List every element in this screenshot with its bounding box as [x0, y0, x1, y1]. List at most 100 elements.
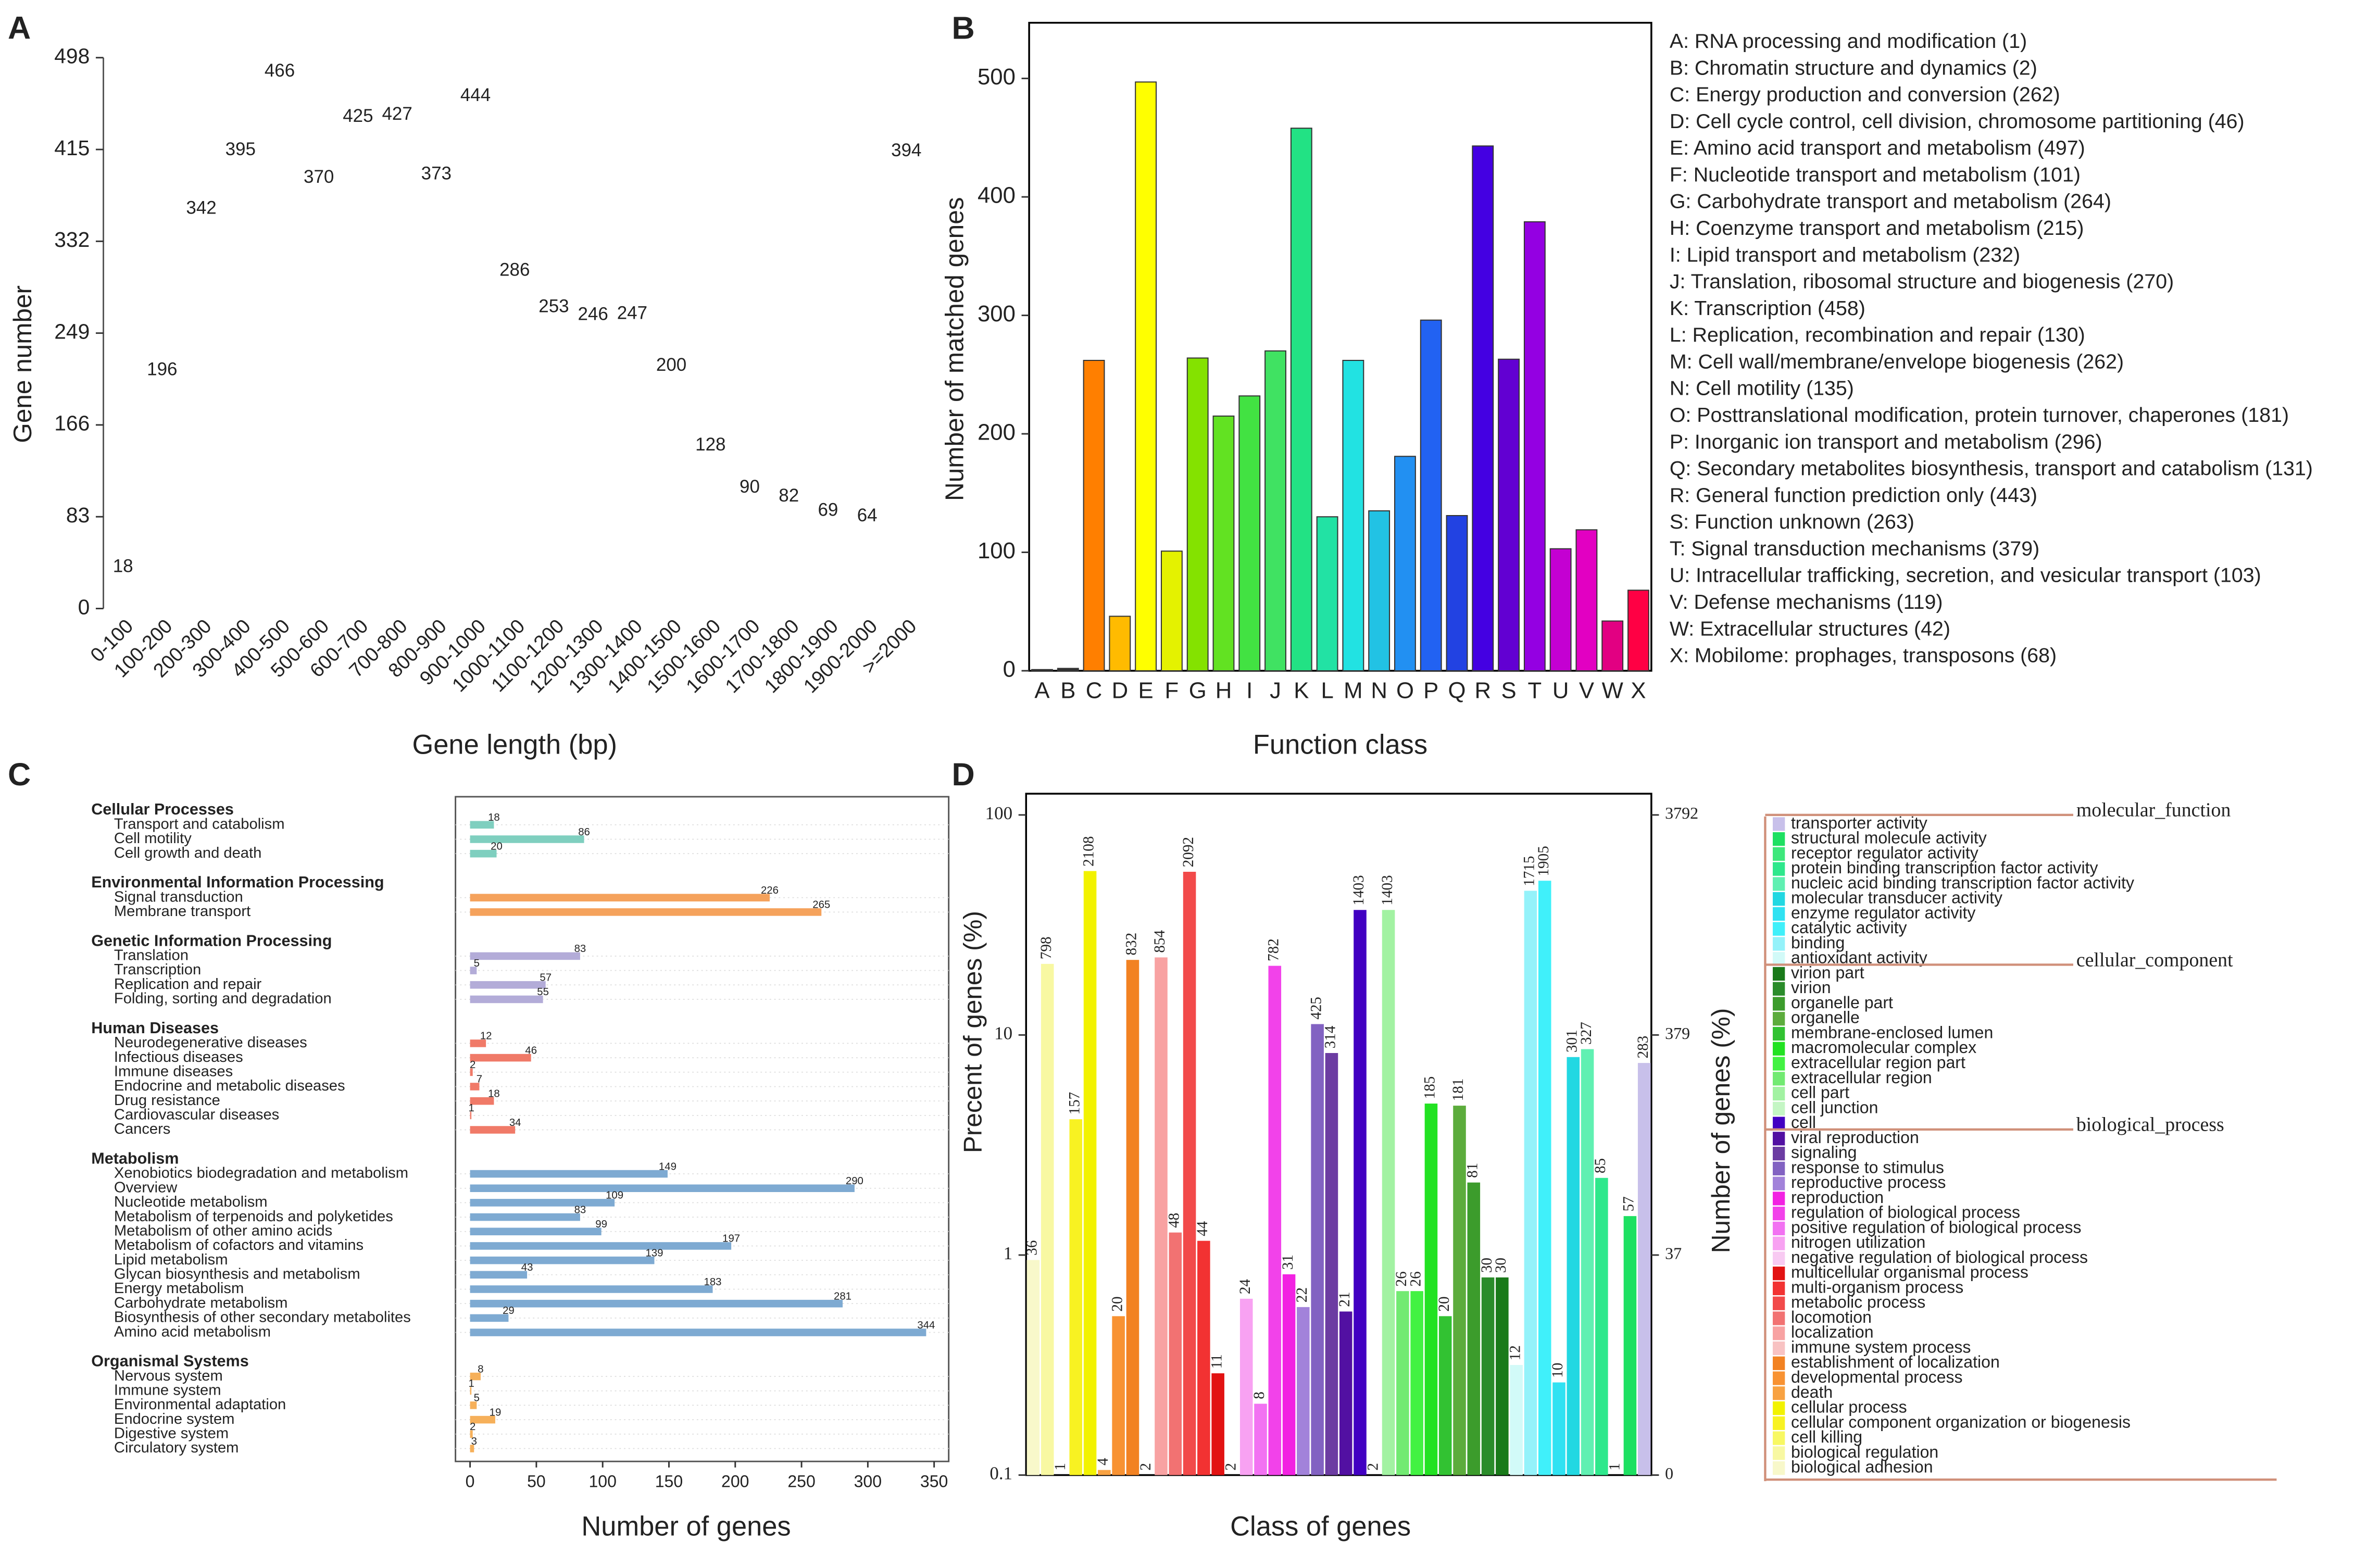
value-label: 20 — [1109, 1296, 1125, 1311]
legend-swatch — [1773, 1311, 1785, 1325]
y-tick-label: 1 — [1004, 1243, 1012, 1263]
x-tick-label: X — [1631, 678, 1646, 703]
x-tick-label: 150 — [655, 1472, 683, 1491]
y-tick-label: 498 — [54, 44, 90, 68]
value-label: 2 — [1364, 1463, 1381, 1471]
legend-swatch — [1773, 997, 1785, 1011]
x-tick-label: I — [1246, 678, 1252, 703]
category-label: Membrane transport — [114, 903, 250, 920]
value-label: 90 — [740, 477, 760, 497]
legend-swatch — [1773, 1267, 1785, 1281]
legend-entry: receptor regulator activity — [1791, 843, 1978, 862]
value-label: 1 — [468, 1102, 474, 1114]
value-label: 246 — [578, 304, 608, 324]
value-label: 8 — [478, 1363, 483, 1375]
bar — [470, 821, 494, 829]
y-tick-label: 0 — [78, 595, 90, 619]
y-tick-label: 415 — [54, 136, 90, 160]
x-tick-label: F — [1165, 678, 1179, 703]
bar — [1311, 1024, 1324, 1475]
bar — [1169, 1232, 1182, 1475]
legend-entry: molecular transducer activity — [1791, 888, 2002, 907]
legend-entry: C: Energy production and conversion (262… — [1670, 83, 2060, 106]
value-label: 69 — [818, 499, 838, 520]
legend-entry: cellular component organization or bioge… — [1791, 1412, 2131, 1431]
bar — [1496, 1277, 1509, 1475]
legend-swatch — [1773, 847, 1785, 861]
bar — [470, 1199, 615, 1207]
bar — [1212, 415, 1235, 672]
bar — [470, 1054, 531, 1062]
legend-entry: establishment of localization — [1791, 1352, 2000, 1371]
legend-swatch — [1773, 1386, 1785, 1400]
legend-entry: biological adhesion — [1791, 1458, 1933, 1476]
category-label: Infectious diseases — [114, 1049, 243, 1066]
legend-swatch — [1773, 1221, 1785, 1236]
y-tick-label: 100 — [978, 538, 1016, 563]
legend-swatch — [1773, 862, 1785, 876]
value-label: 18 — [113, 556, 133, 577]
legend-swatch — [1773, 1132, 1785, 1146]
bar — [470, 1170, 668, 1178]
legend-swatch — [1773, 1012, 1785, 1026]
panel-letter: B — [951, 10, 974, 45]
value-label: 2108 — [1081, 836, 1097, 867]
bar — [1211, 1373, 1224, 1475]
y2-tick-label: 3792 — [1665, 804, 1698, 822]
legend-group-label: molecular_function — [2076, 799, 2231, 821]
bar — [1446, 515, 1468, 672]
y-tick-label: 10 — [994, 1023, 1012, 1043]
legend-entry: biological regulation — [1791, 1443, 1938, 1461]
legend-entry: U: Intracellular trafficking, secretion,… — [1670, 564, 2261, 587]
value-label: 22 — [1294, 1287, 1310, 1302]
bar — [470, 952, 580, 960]
bar — [1126, 960, 1139, 1475]
value-label: 86 — [578, 826, 590, 838]
legend-swatch — [1773, 1042, 1785, 1056]
value-label: 2 — [470, 1059, 475, 1071]
bar — [1410, 1291, 1423, 1475]
legend-entry: O: Posttranslational modification, prote… — [1670, 404, 2289, 427]
legend-swatch — [1773, 817, 1785, 831]
value-label: 7 — [477, 1074, 482, 1085]
value-label: 183 — [704, 1276, 721, 1288]
bar — [1498, 358, 1520, 672]
y-tick-label: 0 — [1003, 657, 1016, 682]
value-label: 782 — [1265, 938, 1282, 961]
legend-entry: G: Carbohydrate transport and metabolism… — [1670, 190, 2111, 213]
bar — [1239, 1298, 1253, 1475]
bar — [1026, 1260, 1040, 1475]
legend-entry: reproduction — [1791, 1188, 1884, 1207]
legend-swatch — [1773, 1326, 1785, 1340]
x-tick-label: D — [1112, 678, 1129, 703]
bar — [1552, 1382, 1565, 1475]
y-tick-label: 332 — [54, 228, 90, 252]
bar — [470, 894, 770, 901]
bar — [470, 1285, 713, 1293]
legend-entry: cell junction — [1791, 1098, 1878, 1117]
value-label: 832 — [1123, 933, 1140, 956]
legend-entry: A: RNA processing and modification (1) — [1670, 30, 2027, 53]
bar — [1268, 966, 1282, 1475]
category-label: Amino acid metabolism — [114, 1323, 271, 1340]
legend-swatch — [1773, 907, 1785, 921]
group-label: Cellular Processes — [91, 800, 234, 818]
bar — [1627, 590, 1649, 672]
x-axis-title: Class of genes — [1230, 1511, 1411, 1542]
legend-entry: S: Function unknown (263) — [1670, 510, 1914, 533]
x-tick-label: 0 — [466, 1472, 475, 1491]
value-label: 30 — [1493, 1258, 1509, 1273]
value-label: 1403 — [1379, 875, 1396, 905]
y2-tick-label: 0 — [1665, 1464, 1673, 1483]
value-label: 1905 — [1535, 846, 1552, 876]
y-tick-label: 100 — [985, 803, 1012, 823]
value-label: 854 — [1151, 930, 1168, 953]
value-label: 2 — [470, 1421, 475, 1433]
value-label: 29 — [503, 1305, 515, 1317]
y-tick-label: 300 — [978, 301, 1016, 327]
value-label: 10 — [1549, 1363, 1566, 1378]
legend-swatch — [1773, 1401, 1785, 1415]
value-label: 314 — [1322, 1025, 1339, 1048]
plot-frame — [455, 796, 950, 1462]
x-axis-title: Number of genes — [581, 1511, 791, 1542]
